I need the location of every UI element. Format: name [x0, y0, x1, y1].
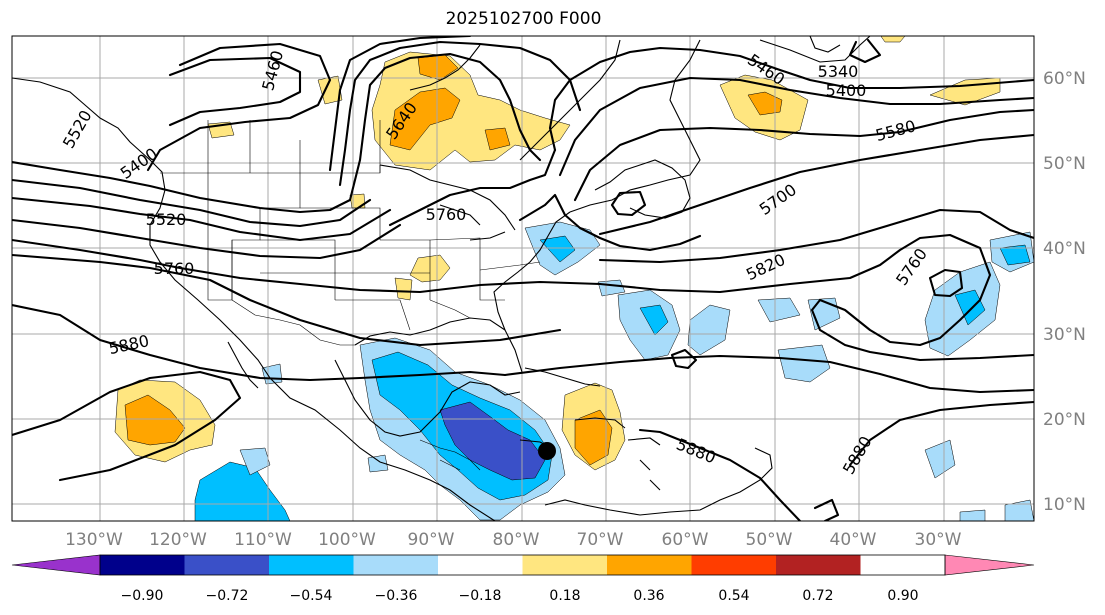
colorbar-under-arrow [11, 554, 101, 576]
lon-label: 30°W [915, 530, 962, 550]
colorbar-segment [776, 555, 861, 575]
lon-label: 130°W [65, 530, 123, 550]
lat-label: 40°N [1043, 239, 1086, 259]
contour-label: 5880 [839, 433, 876, 478]
lon-label: 100°W [318, 530, 376, 550]
lon-label: 70°W [577, 530, 624, 550]
lon-label: 80°W [493, 530, 540, 550]
contour-label: 5340 [818, 62, 859, 81]
colorbar-tick-label: −0.72 [206, 588, 249, 604]
storm-marker-icon [538, 442, 556, 460]
lon-label: 60°W [662, 530, 709, 550]
colorbar-tick-label: −0.90 [121, 588, 164, 604]
map-title: 2025102700 F000 [445, 9, 602, 29]
colorbar-segment [691, 555, 776, 575]
lon-label: 40°W [830, 530, 877, 550]
colorbar: −0.90 −0.72 −0.54 −0.36 −0.18 0.18 0.36 … [11, 554, 1035, 604]
contour-label: 5520 [59, 107, 96, 152]
lat-label: 30°N [1043, 325, 1086, 345]
colorbar-segment [184, 555, 269, 575]
lat-label: 60°N [1043, 69, 1086, 89]
contour-label: 5760 [426, 205, 467, 224]
colorbar-tick-label: 0.54 [718, 588, 749, 604]
lat-label: 50°N [1043, 154, 1086, 174]
contour-label: 5580 [873, 116, 917, 145]
colorbar-tick-label: 0.18 [549, 588, 580, 604]
latitude-labels: 60°N 50°N 40°N 30°N 20°N 10°N [1043, 69, 1086, 515]
colorbar-segment [607, 555, 692, 575]
lon-label: 90°W [408, 530, 455, 550]
colorbar-tick-label: −0.18 [459, 588, 502, 604]
colorbar-tick-label: −0.36 [375, 588, 418, 604]
colorbar-tick-label: 0.90 [887, 588, 918, 604]
lon-label: 110°W [234, 530, 292, 550]
contour-label: 5520 [146, 210, 187, 229]
contour-label: 5700 [756, 180, 800, 219]
colorbar-tick-label: 0.36 [633, 588, 664, 604]
colorbar-over-arrow [944, 554, 1035, 576]
colorbar-tick-label: −0.54 [290, 588, 333, 604]
contour-label: 5760 [154, 259, 195, 278]
map-frame [11, 35, 1035, 522]
colorbar-segment [522, 555, 607, 575]
longitude-labels: 130°W 120°W 110°W 100°W 90°W 80°W 70°W 6… [65, 530, 962, 550]
colorbar-segment [438, 555, 523, 575]
contour-label: 5400 [826, 81, 867, 100]
lon-label: 50°W [746, 530, 793, 550]
contour-label: 5880 [674, 434, 719, 467]
colorbar-segment [353, 555, 438, 575]
contour-label: 5460 [258, 48, 287, 92]
colorbar-segment [100, 555, 185, 575]
lat-label: 10°N [1043, 495, 1086, 515]
lat-label: 20°N [1043, 410, 1086, 430]
lon-label: 120°W [149, 530, 207, 550]
political-borders [160, 120, 541, 471]
colorbar-segment [269, 555, 354, 575]
positive-anomaly-shading [114, 36, 1001, 471]
height-contours [12, 36, 1034, 521]
colorbar-tick-label: 0.72 [802, 588, 833, 604]
